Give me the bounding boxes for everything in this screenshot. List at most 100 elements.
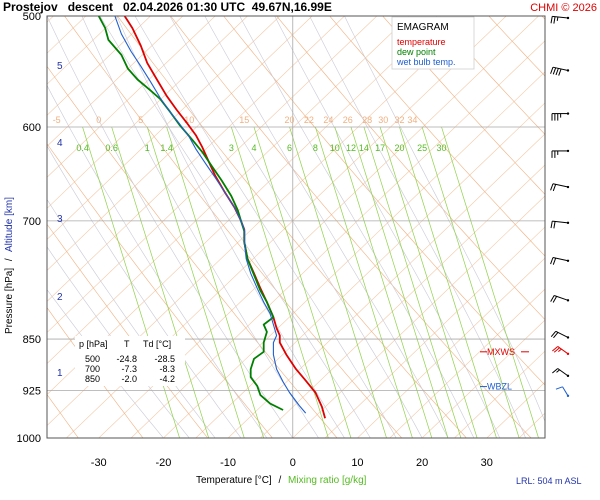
moist-adiabat-line (47, 84, 268, 438)
moist-adiabat-line (239, 16, 475, 438)
y-axis-label-separator: / (4, 258, 15, 261)
wind-barb-half-flag (556, 16, 559, 21)
x-tick-label: 20 (416, 457, 428, 469)
mixing-ratio-label: 25 (417, 143, 427, 153)
wet-bulb-line (114, 16, 307, 414)
isotherm-line (292, 195, 545, 438)
dry-adiabat-line (117, 16, 467, 438)
x-axis-label-separator: / (278, 475, 281, 486)
markers: MXWS WBZL (480, 347, 529, 392)
moist-adiabat-label: 22 (304, 115, 314, 125)
mixing-ratio-line (111, 126, 210, 438)
moist-adiabat-label: 32 (394, 115, 404, 125)
wind-barb-flag (555, 386, 563, 390)
moist-adiabat-line (309, 16, 526, 438)
wind-barb-flag (553, 332, 559, 339)
wind-barb-flag (552, 184, 557, 192)
mixing-ratio-line (315, 126, 413, 438)
wind-barb-flag (550, 330, 557, 337)
wind-barb-dot (566, 374, 570, 378)
isotherm-line (195, 102, 545, 438)
moist-adiabat-line (274, 16, 500, 438)
altitude-tick-label: 2 (57, 292, 63, 303)
table-cell: -4.2 (159, 374, 175, 384)
wbzl-label: WBZL (487, 382, 512, 392)
wind-barb-dot (566, 394, 570, 398)
summary-table-bg (75, 336, 185, 386)
lrl-text: LRL: 504 m ASL (516, 476, 582, 486)
wind-barb-flag (558, 68, 562, 76)
mixing-ratio-label: 30 (437, 143, 447, 153)
wind-barb-flag (550, 67, 554, 74)
table-cell: -2.0 (121, 374, 137, 384)
mixing-ratio-line (289, 126, 387, 438)
moist-adiabat-line (204, 16, 449, 438)
table-header-t: T (124, 339, 130, 349)
wind-barb-flag (552, 67, 557, 75)
wind-barb-flag (553, 347, 560, 353)
legend-title: EMAGRAM (397, 22, 449, 33)
wind-barb (551, 112, 570, 121)
wind-barb-half-flag (558, 348, 562, 353)
x-tick-label: 30 (481, 457, 493, 469)
y-tick-label: 925 (23, 386, 41, 398)
wind-barb-dot (566, 352, 570, 356)
mixing-ratio-line (350, 126, 449, 438)
moist-adiabat-label: 34 (407, 115, 417, 125)
wind-barb-flag (552, 368, 559, 374)
isotherm-line (389, 288, 545, 438)
credit-text: CHMI © 2026 (530, 2, 597, 14)
isotherm-line (454, 350, 545, 438)
wind-barb (550, 183, 570, 192)
wind-barb-dot (566, 69, 570, 72)
wind-barb-flag (552, 346, 559, 352)
wind-barb-dot (566, 221, 570, 225)
line-labels: -5 0 5 10 15 20 22 24 26 28 30 32 340.4 0.6 1 1.4 3 4 6 8 10… (53, 115, 447, 153)
wind-barb-flag (550, 221, 553, 229)
wind-barb (550, 330, 570, 339)
mixing-ratio-label: 8 (313, 143, 318, 153)
moist-adiabat-label: 24 (323, 115, 333, 125)
mixing-ratio-label: 12 (346, 143, 356, 153)
legend: EMAGRAM temperature dew point wet bulb t… (391, 16, 475, 70)
wind-barb-flag (553, 221, 556, 229)
table-cell: -24.8 (116, 354, 137, 364)
wind-barb-flag (552, 296, 558, 303)
moist-adiabat-label: 26 (343, 115, 353, 125)
mixing-ratio-label: 0.6 (105, 143, 118, 153)
isotherm-line (47, 16, 345, 302)
wind-barbs (550, 15, 570, 398)
dry-adiabat-line (64, 16, 402, 438)
altitude-tick-label: 5 (57, 61, 63, 72)
mixing-ratio-label: 3 (229, 143, 234, 153)
chart-title: Prostejov descent 02.04.2026 01:30 UTC 4… (3, 0, 332, 14)
mixing-ratio-line (230, 126, 329, 438)
table-header-p: p [hPa] (79, 339, 108, 349)
table-cell: 850 (85, 374, 100, 384)
wind-barb (550, 15, 570, 24)
isotherm-line (47, 16, 216, 178)
isotherm-line (47, 16, 378, 333)
moist-adiabat-line (99, 16, 371, 438)
y-tick-label: 500 (23, 11, 41, 23)
legend-item-temperature: temperature (397, 37, 446, 47)
x-axis-label-mixing-ratio: Mixing ratio [g/kg] (288, 475, 367, 486)
wind-barb-staff (562, 386, 569, 397)
y-axis-label-pressure: Pressure [hPa] (4, 268, 15, 334)
series-lines (97, 16, 326, 419)
table-cell: -7.3 (121, 364, 137, 374)
mixing-ratio-label: 6 (287, 143, 292, 153)
dry-adiabat-label: 15 (239, 115, 249, 125)
wind-barb-flag (550, 183, 554, 191)
wind-barb-flag (553, 16, 556, 24)
wind-barb (555, 386, 570, 398)
moist-adiabat-line (169, 16, 423, 438)
y-tick-label: 600 (23, 122, 41, 134)
isotherm-line (357, 257, 545, 438)
altitude-tick-label: 3 (57, 214, 63, 225)
mixing-ratio-line (421, 126, 520, 438)
moist-adiabat-label: 28 (362, 115, 372, 125)
x-tick-label: 10 (351, 457, 363, 469)
mixing-ratio-line (253, 126, 352, 438)
